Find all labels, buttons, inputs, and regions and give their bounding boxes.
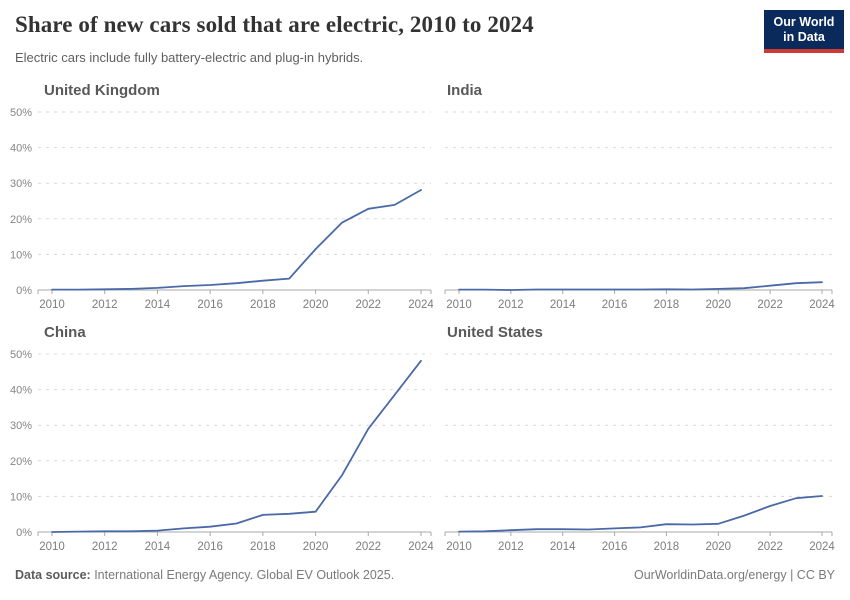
svg-text:50%: 50% [10,107,32,119]
svg-text:2010: 2010 [39,299,65,311]
svg-text:2016: 2016 [197,299,223,311]
line-chart-united-states: 2010 2012 2014 2016 2018 2020 2022 2024 [444,353,835,553]
panel-united-states: United States 2010 2012 2014 2016 2018 2020 20… [433,322,850,564]
svg-text:2020: 2020 [705,299,731,311]
panel-united-kingdom: United Kingdom 0% 10% 20% 30% 40% 50% 2010 2012… [0,80,433,322]
svg-text:2010: 2010 [446,541,472,553]
chart-subtitle: Electric cars include fully battery-elec… [15,50,364,65]
svg-text:2010: 2010 [446,299,472,311]
panel-title-india: India [447,82,483,99]
svg-text:30%: 30% [10,178,32,190]
svg-text:2016: 2016 [197,541,223,553]
svg-text:2014: 2014 [550,299,576,311]
svg-text:2014: 2014 [145,541,171,553]
svg-text:2012: 2012 [92,541,118,553]
svg-text:2016: 2016 [602,299,628,311]
svg-text:2018: 2018 [250,541,276,553]
owid-logo-line2: in Data [783,29,825,44]
panel-title-china: China [44,324,86,341]
svg-text:2012: 2012 [498,541,524,553]
svg-text:2024: 2024 [408,541,433,553]
svg-text:40%: 40% [10,385,32,397]
panel-title-united-states: United States [447,324,543,341]
data-source-text: International Energy Agency. Global EV O… [90,568,395,582]
svg-text:2012: 2012 [92,299,118,311]
svg-text:2022: 2022 [355,541,381,553]
page-title: Share of new cars sold that are electric… [15,12,534,37]
svg-text:2014: 2014 [550,541,576,553]
svg-text:10%: 10% [10,249,32,261]
panel-india: India 2010 2012 2014 2016 2018 2020 2022 2024 [433,80,850,322]
svg-text:2022: 2022 [757,299,783,311]
line-chart-united-kingdom: 0% 10% 20% 30% 40% 50% 2010 2012 2014 2016 2018 202… [10,107,433,311]
svg-text:20%: 20% [10,456,32,468]
svg-text:0%: 0% [16,527,32,539]
svg-text:30%: 30% [10,420,32,432]
svg-text:2024: 2024 [809,299,835,311]
svg-text:10%: 10% [10,491,32,503]
svg-text:2018: 2018 [654,541,680,553]
svg-text:2016: 2016 [602,541,628,553]
svg-text:2014: 2014 [145,299,171,311]
svg-text:2018: 2018 [250,299,276,311]
owid-logo[interactable]: Our World in Data [764,10,844,53]
svg-text:20%: 20% [10,214,32,226]
svg-text:2020: 2020 [705,541,731,553]
svg-text:2022: 2022 [355,299,381,311]
owid-logo-line1: Our World [773,14,835,29]
svg-text:2024: 2024 [408,299,433,311]
svg-text:2022: 2022 [757,541,783,553]
svg-text:2018: 2018 [654,299,680,311]
data-source-label: Data source: [15,568,91,582]
svg-text:40%: 40% [10,143,32,155]
chart-footer: Data source: International Energy Agency… [15,568,835,582]
svg-text:50%: 50% [10,349,32,361]
svg-text:2010: 2010 [39,541,65,553]
svg-text:2020: 2020 [303,541,329,553]
panel-china: China 0% 10% 20% 30% 40% 50% 2010 2012 2014 2016 2… [0,322,433,564]
svg-text:0%: 0% [16,285,32,297]
data-source-note: Data source: International Energy Agency… [15,568,394,582]
owid-url-license-link[interactable]: OurWorldinData.org/energy | CC BY [633,568,835,582]
svg-text:2020: 2020 [303,299,329,311]
svg-text:2012: 2012 [498,299,524,311]
svg-text:2024: 2024 [809,541,835,553]
panel-title-united-kingdom: United Kingdom [44,82,160,99]
line-chart-india: 2010 2012 2014 2016 2018 2020 2022 2024 [444,111,835,311]
line-chart-china: 0% 10% 20% 30% 40% 50% 2010 2012 2014 2016 2018 202… [10,349,433,553]
